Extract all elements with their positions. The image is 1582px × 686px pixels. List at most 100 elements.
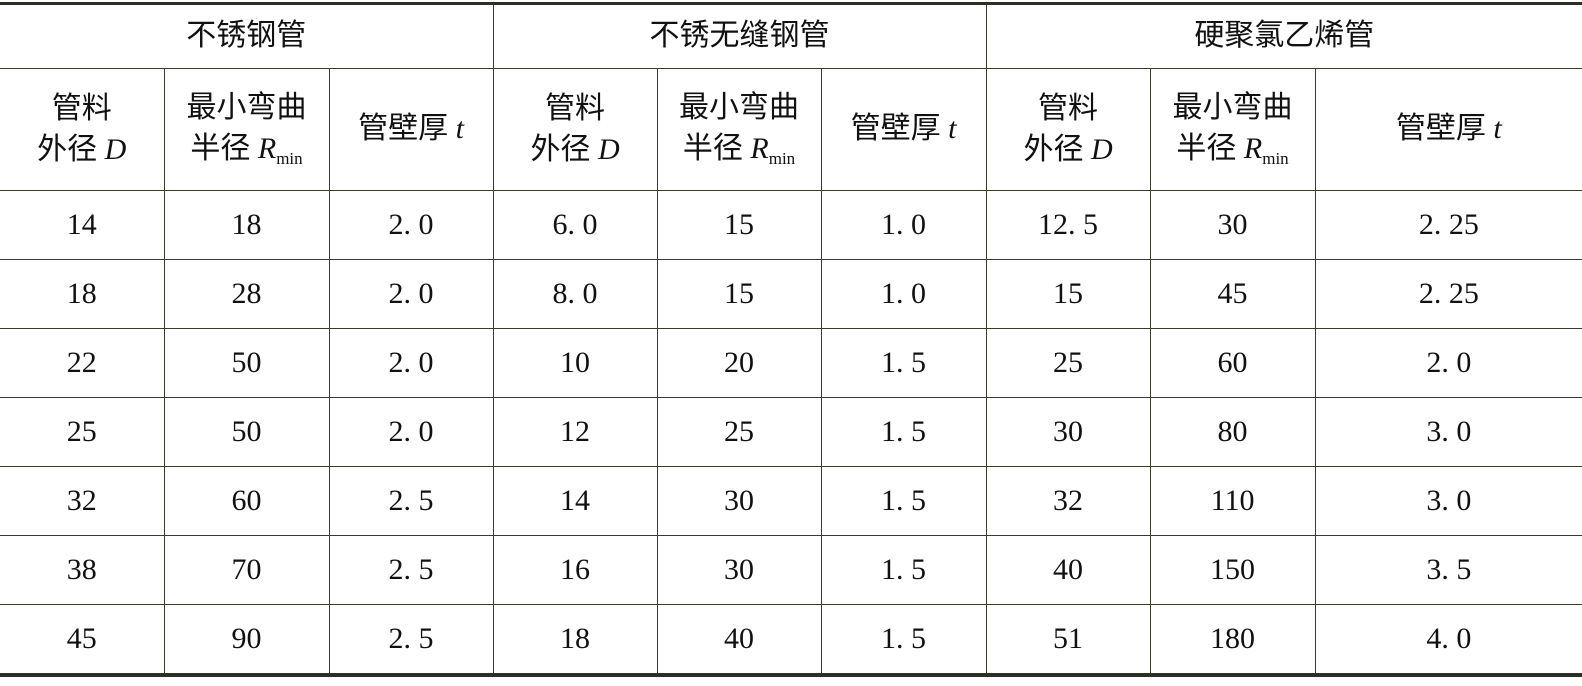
table-cell: 2. 0 [328, 397, 494, 467]
table-cell: 15 [656, 190, 822, 260]
table-cell: 1. 0 [820, 190, 987, 260]
table-cell: 3. 0 [1314, 466, 1582, 536]
table-cell: 38 [0, 535, 165, 605]
header-variable: t [948, 112, 957, 146]
table-cell: 8. 0 [492, 259, 658, 329]
header-subscript: min [1262, 148, 1289, 168]
column-header-thickness: 管壁厚 t [820, 68, 987, 191]
table-cell: 40 [656, 604, 822, 677]
table-row: 32 60 2. 5 14 30 1. 5 32 110 3. 0 [0, 466, 1582, 536]
header-variable: D [1090, 132, 1113, 166]
table-cell: 30 [656, 535, 822, 605]
header-text: 管料 [51, 92, 112, 125]
table-row: 38 70 2. 5 16 30 1. 5 40 150 3. 5 [0, 535, 1582, 605]
table-cell: 32 [0, 466, 165, 536]
header-text: 最小弯曲 [679, 91, 800, 125]
table-cell: 110 [1149, 466, 1316, 536]
header-variable: R [750, 131, 769, 165]
header-variable: t [1493, 112, 1502, 146]
table-cell: 1. 5 [820, 535, 987, 605]
table-row: 22 50 2. 0 10 20 1. 5 25 60 2. 0 [0, 328, 1582, 398]
table-cell: 18 [492, 604, 658, 677]
table-cell: 22 [0, 328, 165, 398]
table-cell: 1. 5 [820, 397, 987, 467]
header-subscript: min [768, 148, 796, 168]
table-cell: 18 [163, 190, 330, 260]
header-variable: t [455, 112, 464, 146]
column-header-radius: 最小弯曲半径 Rmin [656, 68, 822, 191]
table-cell: 1. 5 [820, 604, 987, 677]
column-header-diameter: 管料 外径 D [985, 68, 1151, 191]
table-cell: 14 [0, 190, 165, 260]
table-cell: 50 [163, 328, 330, 398]
header-text: 外径 [1023, 132, 1084, 166]
table-cell: 2. 0 [328, 190, 494, 260]
table-cell: 45 [0, 604, 165, 677]
header-variable: D [597, 132, 620, 166]
table-cell: 2. 5 [328, 535, 494, 605]
table-row: 25 50 2. 0 12 25 1. 5 30 80 3. 0 [0, 397, 1582, 467]
table-cell: 3. 0 [1314, 397, 1582, 467]
table-cell: 32 [985, 466, 1151, 536]
table-row: 14 18 2. 0 6. 0 15 1. 0 12. 5 30 2. 25 [0, 190, 1582, 260]
table-cell: 30 [985, 397, 1151, 467]
table-cell: 1. 5 [820, 466, 987, 536]
header-text: 管壁厚 [850, 112, 941, 146]
table-cell: 2. 0 [328, 259, 494, 329]
header-text: 管壁厚 [1395, 112, 1486, 146]
table-cell: 70 [163, 535, 330, 605]
table-cell: 60 [1149, 328, 1316, 398]
table-cell: 12. 5 [985, 190, 1151, 260]
table-cell: 51 [985, 604, 1151, 677]
table-cell: 80 [1149, 397, 1316, 467]
table-cell: 25 [985, 328, 1151, 398]
header-text: 管壁厚 [358, 112, 449, 146]
table-cell: 2. 5 [328, 604, 494, 677]
table-cell: 30 [1149, 190, 1316, 260]
header-text: 外径 [37, 132, 98, 166]
table-cell: 150 [1149, 535, 1316, 605]
table-cell: 1. 0 [820, 259, 987, 329]
header-subscript: min [276, 148, 303, 168]
table-cell: 40 [985, 535, 1151, 605]
column-header-thickness: 管壁厚 t [328, 68, 494, 191]
header-text: 半径 [1176, 131, 1237, 165]
column-header-radius: 最小弯曲半径 Rmin [163, 68, 330, 191]
column-header-diameter: 管料外径 D [492, 68, 658, 191]
table-cell: 28 [163, 259, 330, 329]
header-text: 最小弯曲 [186, 91, 307, 125]
table-cell: 2. 0 [1314, 328, 1582, 398]
header-text: 外径 [530, 132, 591, 166]
table-cell: 2. 0 [328, 328, 494, 398]
table-cell: 1. 5 [820, 328, 987, 398]
header-text: 半径 [682, 131, 743, 165]
group-header: 硬聚氯乙烯管 [985, 2, 1582, 69]
header-variable: R [257, 131, 277, 165]
table-cell: 4. 0 [1314, 604, 1582, 677]
table-row: 45 90 2. 5 18 40 1. 5 51 180 4. 0 [0, 604, 1582, 677]
table-cell: 30 [656, 466, 822, 536]
table-cell: 2. 25 [1314, 190, 1582, 260]
table-cell: 15 [656, 259, 822, 329]
table-cell: 180 [1149, 604, 1316, 677]
table-cell: 16 [492, 535, 658, 605]
header-text: 半径 [190, 131, 251, 165]
table-cell: 10 [492, 328, 658, 398]
header-variable: D [104, 132, 127, 166]
table-cell: 14 [492, 466, 658, 536]
table-cell: 25 [0, 397, 165, 467]
table-cell: 45 [1149, 259, 1316, 329]
header-text: 管料 [545, 92, 606, 125]
table-cell: 12 [492, 397, 658, 467]
group-header-row: 不锈钢管 不锈无缝钢管 硬聚氯乙烯管 [0, 2, 1582, 69]
table-cell: 20 [656, 328, 822, 398]
column-header-diameter: 管料外径 D [0, 68, 165, 191]
table-row: 18 28 2. 0 8. 0 15 1. 0 15 45 2. 25 [0, 259, 1582, 329]
table-cell: 6. 0 [492, 190, 658, 260]
group-header: 不锈无缝钢管 [492, 2, 987, 69]
table-cell: 50 [163, 397, 330, 467]
table-cell: 3. 5 [1314, 535, 1582, 605]
header-text: 最小弯曲 [1172, 91, 1293, 125]
table-cell: 18 [0, 259, 165, 329]
